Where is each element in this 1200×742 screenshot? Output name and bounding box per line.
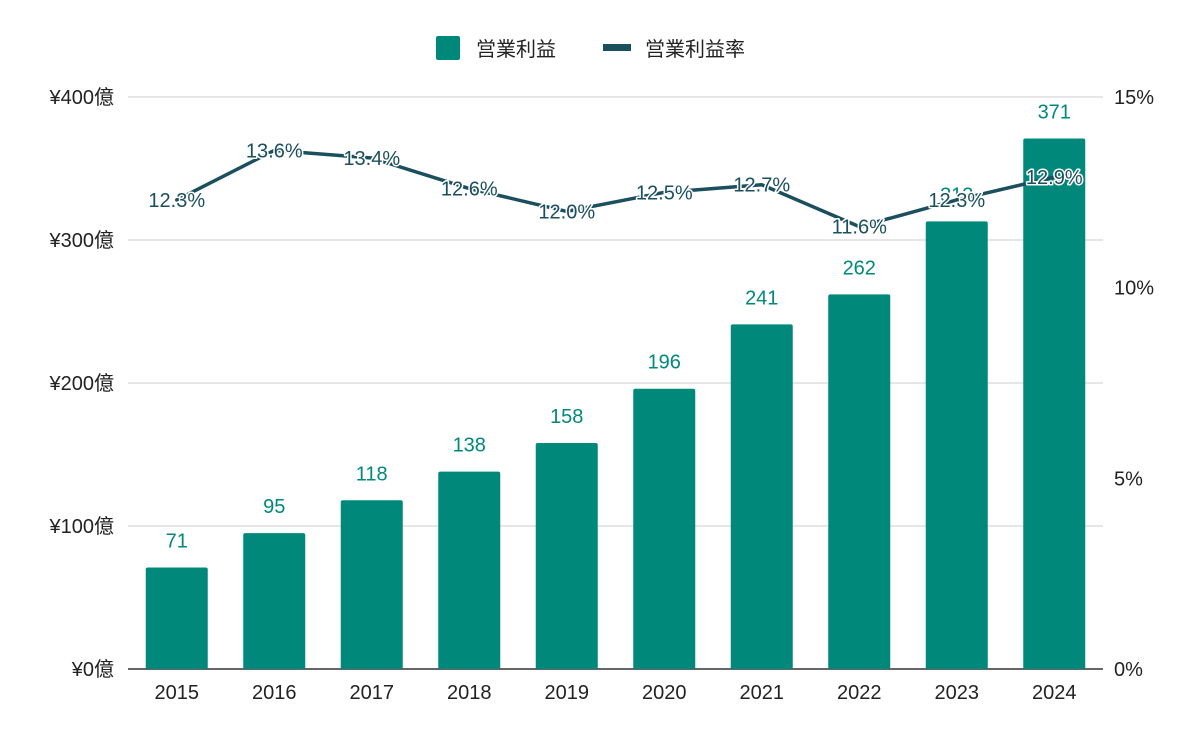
x-tick-label: 2022 [837, 682, 882, 704]
x-tick-label: 2019 [545, 682, 590, 704]
bar-value-label: 371 [1038, 101, 1071, 123]
line-value-label: 12.6% [441, 179, 498, 201]
bar-value-label: 158 [550, 406, 583, 428]
line-data-labels: 12.3%12.3%13.6%13.6% 13.4%13.4%12.6%12.6%… [147, 139, 1084, 240]
x-tick-label: 2015 [155, 682, 200, 704]
line-series [175, 148, 1056, 229]
line-value-label-halo: 12.6% [441, 179, 498, 201]
line-value-label: 12.3% [928, 190, 985, 212]
bar-value-label: 95 [263, 496, 285, 518]
line-value-label: 12.0% [538, 201, 595, 223]
bar [925, 221, 988, 669]
line-value-label-halo: 12.3% [148, 190, 205, 212]
line-value-label: 11.6% [832, 217, 887, 239]
bar-value-label: 196 [648, 352, 681, 374]
bar [633, 388, 696, 669]
line-value-label-halo: 12.9% [1026, 167, 1083, 189]
line-value-label-halo: 12.7% [733, 175, 790, 197]
legend-swatch-line [603, 44, 631, 51]
line-value-label: 12.3% [148, 190, 205, 212]
left-tick-label: ¥400億 [49, 86, 115, 109]
line-value-label-halo: 12.0% [538, 201, 595, 223]
line-value-label-halo: 13.4% [343, 148, 400, 170]
left-tick-label: ¥200億 [49, 372, 115, 395]
left-tick-label: ¥300億 [49, 229, 115, 252]
x-tick-label: 2017 [350, 682, 395, 704]
x-tick-label: 2024 [1032, 682, 1077, 704]
bar [828, 294, 891, 669]
line-value-label-halo: 13.6% [246, 140, 303, 162]
line-path [175, 148, 1056, 229]
left-tick-label: ¥100億 [49, 515, 115, 538]
x-tick-label: 2023 [935, 682, 980, 704]
line-value-label: 12.9% [1026, 167, 1083, 189]
legend-label-bar: 営業利益 [476, 38, 556, 61]
bar [243, 533, 306, 669]
bar-value-label: 71 [166, 530, 188, 552]
bar [145, 567, 208, 669]
x-axis: 2015 2016 2017 2018 2019 2020 2021 2022 2023 2024 [155, 682, 1077, 704]
bar-series [145, 138, 1086, 670]
left-tick-label: ¥0億 [71, 658, 114, 681]
right-axis: 0% 5% 10% 15% [1114, 87, 1154, 681]
x-tick-label: 2021 [740, 682, 785, 704]
bar-value-label: 262 [843, 257, 876, 279]
line-value-label-halo: 11.6% [832, 217, 887, 239]
line-value-label: 13.4% [343, 148, 400, 170]
bar [340, 500, 403, 669]
bar-value-label: 138 [453, 435, 486, 457]
bar [438, 471, 501, 669]
x-tick-label: 2016 [252, 682, 297, 704]
legend: 営業利益 営業利益率 [436, 36, 745, 61]
line-value-label: 13.6% [246, 140, 303, 162]
bar [535, 443, 598, 669]
left-axis: ¥0億 ¥100億 ¥200億 ¥300億 ¥400億 [49, 86, 115, 681]
bar-value-label: 241 [745, 287, 778, 309]
x-tick-label: 2018 [447, 682, 492, 704]
x-tick-label: 2020 [642, 682, 687, 704]
right-tick-label: 15% [1114, 87, 1154, 109]
line-value-label: 12.5% [636, 182, 693, 204]
line-value-label-halo: 12.3% [928, 190, 985, 212]
line-value-label-halo: 12.5% [636, 182, 693, 204]
bar-value-label: 118 [356, 463, 388, 485]
right-tick-label: 10% [1114, 278, 1154, 300]
right-tick-label: 0% [1114, 659, 1143, 681]
legend-swatch-bar [436, 36, 460, 60]
line-value-label: 12.7% [733, 175, 790, 197]
bar [1023, 138, 1086, 670]
legend-label-line: 営業利益率 [645, 38, 745, 61]
bar [730, 324, 793, 669]
right-tick-label: 5% [1114, 468, 1143, 490]
